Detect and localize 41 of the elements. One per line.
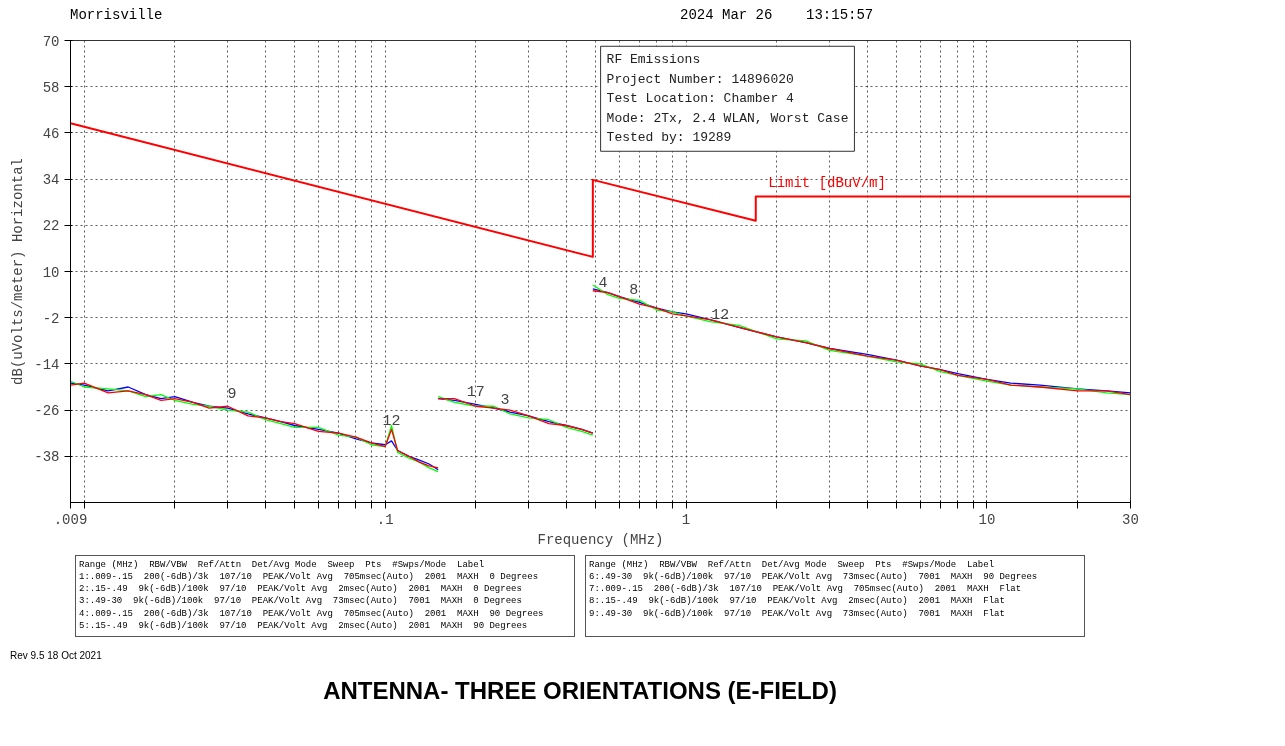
text: 5:.15-.49 9k(-6dB)/100k 97/10 PEAK/Volt Avg 2msec(Auto) 2001 MAXH 90 Degrees: [79, 619, 529, 632]
y-tick-label: -26: [34, 403, 60, 420]
text: Morrisville: [70, 7, 163, 23]
annotation: 4: [598, 274, 608, 292]
annotation: 12: [382, 413, 401, 431]
annotation: 12: [711, 307, 730, 325]
y-tick-label: 46: [42, 125, 60, 142]
annotation: 9: [227, 386, 237, 404]
text: 7:.009-.15 200(-6dB)/3k 107/10 PEAK/Volt Avg 705msec(Auto) 2001 MAXH Flat: [589, 583, 1023, 596]
text: 6:.49-30 9k(-6dB)/100k 97/10 PEAK/Volt Avg 73msec(Auto) 7001 MAXH 90 Degrees: [589, 571, 1038, 584]
text: Rev 9.5 18 Oct 2021: [10, 649, 102, 661]
text: ANTENNA- THREE ORIENTATIONS (E-FIELD): [322, 676, 838, 706]
annotation: 8: [629, 282, 639, 300]
text: 3:.49-30 9k(-6dB)/100k 97/10 PEAK/Volt Avg 73msec(Auto) 7001 MAXH 0 Degrees: [79, 595, 523, 608]
x-tick-label: .009: [53, 511, 88, 528]
text: 1:.009-.15 200(-6dB)/3k 107/10 PEAK/Volt Avg 705msec(Auto) 2001 MAXH 0 Degrees: [79, 571, 540, 584]
x-axis-title: Frequency (MHz): [537, 531, 664, 548]
text: 4:.009-.15 200(-6dB)/3k 107/10 PEAK/Volt Avg 705msec(Auto) 2001 MAXH 90 Degrees: [79, 607, 544, 620]
y-tick-label: -38: [34, 449, 60, 466]
annotation: 3: [500, 392, 510, 410]
x-tick-label: 10: [978, 511, 996, 528]
x-tick-label: 30: [1122, 511, 1139, 528]
text: 2024 Mar 26 13:15:57: [680, 6, 874, 25]
series-label: Limit [dBuV/m]: [768, 174, 886, 191]
y-axis-title: dB(uVolts/meter) Horizontal: [10, 158, 27, 385]
y-tick-label: -14: [34, 356, 60, 373]
annotation: RF Emissions Project Number: 14896020 Test Location: Chamber 4 Mode: 2Tx, 2.4 WLAN, Worst Case Tested by: 19289: [606, 52, 849, 146]
text: Range (MHz) RBW/VBW Ref/Attn Det/Avg Mode Sweep Pts #Swps/Mode Label: [79, 559, 486, 572]
annotation: 17: [466, 384, 485, 402]
y-tick-label: 10: [42, 264, 60, 281]
text: 9:.49-30 9k(-6dB)/100k 97/10 PEAK/Volt Avg 73msec(Auto) 7001 MAXH Flat: [589, 607, 1006, 620]
text: Range (MHz) RBW/VBW Ref/Attn Det/Avg Mode Sweep Pts #Swps/Mode Label: [589, 559, 996, 572]
x-tick-label: .1: [376, 511, 394, 528]
y-tick-label: 70: [42, 33, 60, 50]
y-tick-label: 34: [42, 172, 60, 189]
x-tick-label: 1: [681, 511, 691, 528]
text: 2:.15-.49 9k(-6dB)/100k 97/10 PEAK/Volt Avg 2msec(Auto) 2001 MAXH 0 Degrees: [79, 583, 523, 596]
y-tick-label: -2: [42, 310, 60, 327]
y-tick-label: 22: [42, 218, 60, 235]
y-tick-label: 58: [42, 79, 60, 96]
text: 8:.15-.49 9k(-6dB)/100k 97/10 PEAK/Volt Avg 2msec(Auto) 2001 MAXH Flat: [589, 595, 1006, 608]
